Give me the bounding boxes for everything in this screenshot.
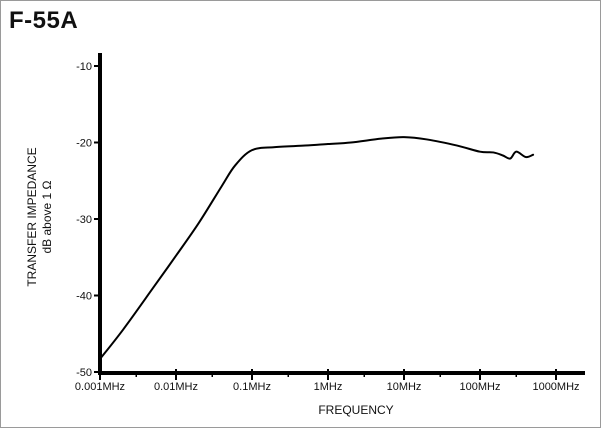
- y-axis-label-line1: TRANSFER IMPEDANCE: [25, 147, 39, 286]
- x-tick-label: 0.1MHz: [233, 381, 271, 393]
- x-tick-label: 100MHz: [460, 381, 501, 393]
- x-tick-label: 0.01MHz: [154, 381, 198, 393]
- y-axis-label-line2: dB above 1 Ω: [40, 180, 54, 253]
- axes-layer: [98, 53, 585, 375]
- x-tick-label: 0.001MHz: [75, 381, 125, 393]
- labels-layer: FREQUENCY TRANSFER IMPEDANCE dB above 1 …: [25, 147, 394, 417]
- y-tick-label: -30: [76, 214, 92, 226]
- x-tick-label: 1000MHz: [532, 381, 579, 393]
- ticks-layer: -10 -20 -30 -40 -50 0.001MHz 0.01MHz 0.1MHz 1MHz…: [75, 61, 580, 393]
- y-tick-label: -20: [76, 138, 92, 150]
- series-line: [99, 136, 535, 360]
- y-tick-label: -10: [76, 61, 92, 73]
- y-tick-label: -40: [76, 291, 92, 303]
- x-tick-label: 10MHz: [387, 381, 422, 393]
- x-tick-label: 1MHz: [314, 381, 343, 393]
- series-layer: [99, 136, 535, 360]
- y-tick-label: -50: [76, 367, 92, 379]
- x-axis-label: FREQUENCY: [318, 403, 393, 417]
- chart-title: F-55A: [9, 7, 79, 34]
